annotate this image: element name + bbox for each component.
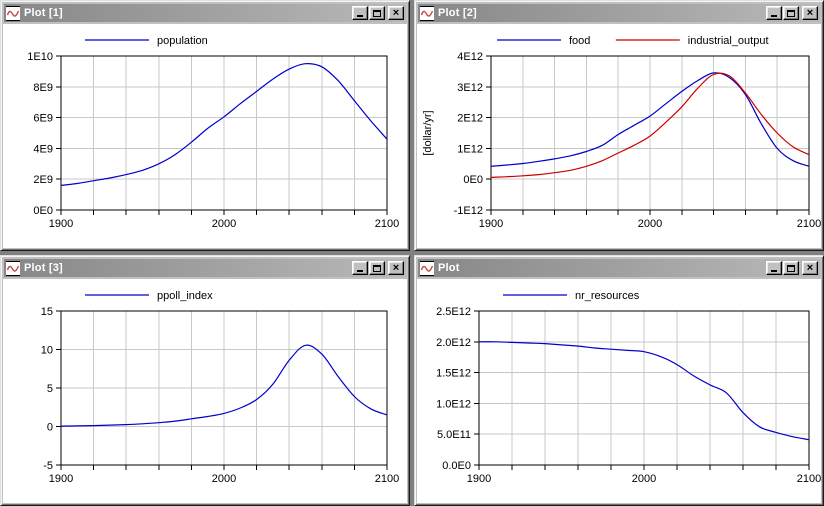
minimize-icon [357, 270, 363, 272]
maximize-button[interactable] [369, 261, 385, 275]
svg-text:8E9: 8E9 [33, 82, 53, 94]
svg-text:2100: 2100 [797, 473, 821, 485]
close-icon: × [392, 7, 400, 19]
close-button[interactable]: × [802, 6, 818, 20]
svg-text:1E12: 1E12 [457, 143, 483, 155]
svg-text:-1E12: -1E12 [454, 205, 483, 217]
svg-text:10: 10 [41, 345, 53, 357]
minimize-button[interactable] [766, 6, 782, 20]
minimize-button[interactable] [766, 261, 782, 275]
plot-canvas: 1900 2000 2100 0E0 2E9 4E9 6E9 8E9 1E10 populatio… [3, 24, 407, 248]
svg-text:2000: 2000 [212, 473, 236, 485]
plot-window-icon [6, 5, 20, 21]
minimize-button[interactable] [352, 261, 368, 275]
svg-text:2100: 2100 [375, 218, 399, 230]
svg-text:6E9: 6E9 [33, 113, 53, 125]
plot-window-3: Plot [3] × 1900 2000 2100 -5 0 5 10 15 ppoll_ind… [0, 255, 410, 506]
close-icon: × [392, 262, 400, 274]
maximize-button[interactable] [783, 6, 799, 20]
svg-text:0: 0 [47, 422, 53, 434]
svg-text:2100: 2100 [797, 218, 821, 230]
plot-window-4: Plot × 1900 2000 2100 0.0E0 5.0E11 1.0E12 1.5E… [414, 255, 824, 506]
svg-text:2.0E12: 2.0E12 [436, 337, 471, 349]
minimize-icon [771, 270, 777, 272]
minimize-icon [771, 15, 777, 17]
maximize-button[interactable] [783, 261, 799, 275]
svg-text:industrial_output: industrial_output [688, 35, 769, 47]
maximize-icon [787, 9, 795, 17]
window-title: Plot [438, 262, 460, 274]
close-icon: × [806, 262, 814, 274]
svg-text:0E0: 0E0 [463, 174, 483, 186]
minimize-button[interactable] [352, 6, 368, 20]
svg-text:1900: 1900 [49, 473, 73, 485]
plot-window-icon [420, 5, 434, 21]
close-button[interactable]: × [388, 6, 404, 20]
svg-text:2E12: 2E12 [457, 113, 483, 125]
svg-text:1900: 1900 [479, 218, 503, 230]
svg-text:2000: 2000 [212, 218, 236, 230]
plot-canvas: 1900 2000 2100 0.0E0 5.0E11 1.0E12 1.5E12 2.0E1… [417, 279, 821, 503]
window-title: Plot [2] [438, 7, 477, 19]
svg-text:5: 5 [47, 383, 53, 395]
svg-text:15: 15 [41, 306, 53, 318]
svg-text:1E10: 1E10 [27, 51, 53, 63]
svg-text:0.0E0: 0.0E0 [442, 460, 471, 472]
window-title: Plot [3] [24, 262, 63, 274]
maximize-icon [373, 9, 381, 17]
svg-text:2.5E12: 2.5E12 [436, 306, 471, 318]
svg-text:-5: -5 [43, 460, 53, 472]
close-button[interactable]: × [388, 261, 404, 275]
plot-canvas: 1900 2000 2100 -1E12 0E0 1E12 2E12 3E12 4E12 [dol… [417, 24, 821, 248]
maximize-icon [373, 264, 381, 272]
svg-text:population: population [157, 35, 208, 47]
svg-text:0E0: 0E0 [33, 205, 53, 217]
titlebar[interactable]: Plot [1] × [4, 4, 406, 22]
svg-text:1.5E12: 1.5E12 [436, 368, 471, 380]
svg-text:2100: 2100 [375, 473, 399, 485]
svg-text:2E9: 2E9 [33, 174, 53, 186]
maximize-button[interactable] [369, 6, 385, 20]
svg-text:1.0E12: 1.0E12 [436, 398, 471, 410]
plot-window-icon [6, 260, 20, 276]
svg-text:1900: 1900 [467, 473, 491, 485]
close-icon: × [806, 7, 814, 19]
window-title: Plot [1] [24, 7, 63, 19]
plot-window-1: Plot [1] × 1900 2000 2100 0E0 2E9 4E9 6E9 8E9 1E… [0, 0, 410, 251]
plot-window-icon [420, 260, 434, 276]
svg-text:5.0E11: 5.0E11 [437, 429, 471, 441]
svg-text:[dollar/yr]: [dollar/yr] [422, 110, 434, 155]
minimize-icon [357, 15, 363, 17]
svg-text:2000: 2000 [632, 473, 656, 485]
titlebar[interactable]: Plot [2] × [418, 4, 820, 22]
close-button[interactable]: × [802, 261, 818, 275]
svg-text:2000: 2000 [638, 218, 662, 230]
titlebar[interactable]: Plot × [418, 259, 820, 277]
svg-text:4E9: 4E9 [33, 143, 53, 155]
plot-window-2: Plot [2] × 1900 2000 2100 -1E12 0E0 1E12 2E12 3… [414, 0, 824, 251]
svg-text:food: food [569, 35, 590, 47]
svg-text:3E12: 3E12 [457, 82, 483, 94]
svg-text:4E12: 4E12 [457, 51, 483, 63]
svg-text:1900: 1900 [49, 218, 73, 230]
svg-text:ppoll_index: ppoll_index [157, 290, 213, 302]
maximize-icon [787, 264, 795, 272]
svg-text:nr_resources: nr_resources [575, 290, 640, 302]
titlebar[interactable]: Plot [3] × [4, 259, 406, 277]
plot-canvas: 1900 2000 2100 -5 0 5 10 15 ppoll_index [3, 279, 407, 503]
